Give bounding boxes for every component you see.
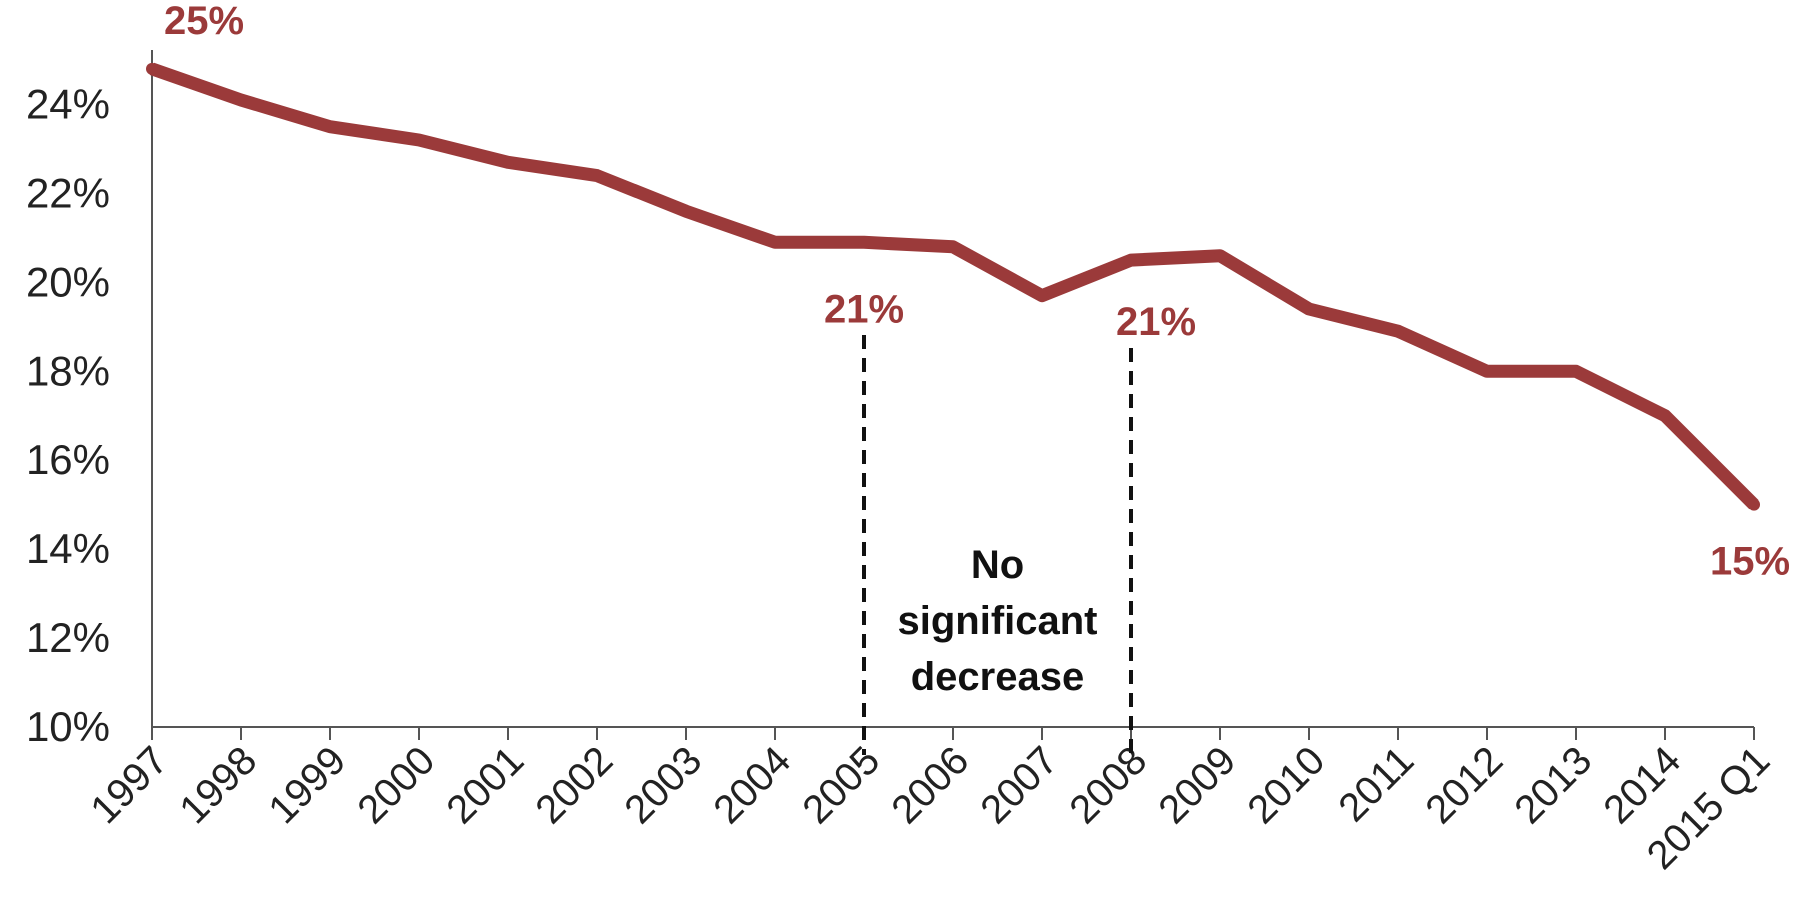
x-tick-label: 2006 [883,738,977,832]
y-axis-ticks: 10% 12% 14% 16% 18% 20% 22% 24% [26,80,110,750]
x-tick-label: 2009 [1150,738,1244,832]
data-point [1125,254,1137,267]
annotation-line: significant [897,599,1097,643]
data-point [1036,289,1048,302]
annotation-line: No [971,543,1024,587]
x-tick-label: 2007 [972,738,1066,832]
data-point [858,236,870,249]
y-tick-label: 20% [26,258,110,305]
data-point [769,236,781,249]
x-tick-label: 2010 [1239,738,1333,832]
x-tick-label: 1999 [260,738,354,832]
data-labels: 25% 21% 21% 15% [164,0,1790,584]
data-point [1392,325,1404,338]
series-line [149,62,1759,510]
data-point [1748,498,1760,511]
y-tick-label: 22% [26,169,110,216]
y-tick-label: 16% [26,436,110,483]
data-label: 15% [1710,540,1790,584]
data-point [324,120,336,133]
x-axis-ticks: 1997199819992000200120022003200420052006… [82,727,1778,878]
data-point [1214,249,1226,262]
data-point [1481,365,1493,378]
x-tick-label: 2011 [1330,738,1422,830]
y-tick-label: 14% [26,525,110,572]
data-point [235,94,247,107]
y-tick-label: 12% [26,614,110,661]
y-tick-label: 24% [26,80,110,127]
data-point [591,169,603,182]
x-tick-label: 2013 [1506,738,1600,832]
annotation-line: decrease [911,655,1084,699]
x-tick-label: 1998 [171,738,265,832]
data-point [680,205,692,218]
data-label: 21% [824,287,904,331]
data-point [1570,365,1582,378]
x-tick-label: 1997 [82,738,176,832]
x-tick-label: 2008 [1061,738,1155,832]
annotation-text: No significant decrease [897,543,1097,699]
series-points [146,62,1760,511]
reference-lines [862,335,1133,755]
data-point [502,156,514,169]
data-label: 25% [164,0,244,43]
x-tick-label: 2005 [794,738,888,832]
x-tick-label: 2002 [527,738,621,832]
data-point [413,134,425,147]
x-tick-label: 2000 [349,738,443,832]
data-label: 21% [1116,300,1196,344]
x-tick-label: 2001 [438,738,532,832]
data-point [146,62,158,75]
data-point [947,240,959,253]
data-point [1659,409,1671,422]
y-tick-label: 10% [26,703,110,750]
x-tick-label: 2004 [705,738,799,832]
x-tick-label: 2012 [1417,738,1511,832]
data-point [1303,303,1315,316]
x-tick-label: 2003 [616,738,710,832]
y-tick-label: 18% [26,347,110,394]
